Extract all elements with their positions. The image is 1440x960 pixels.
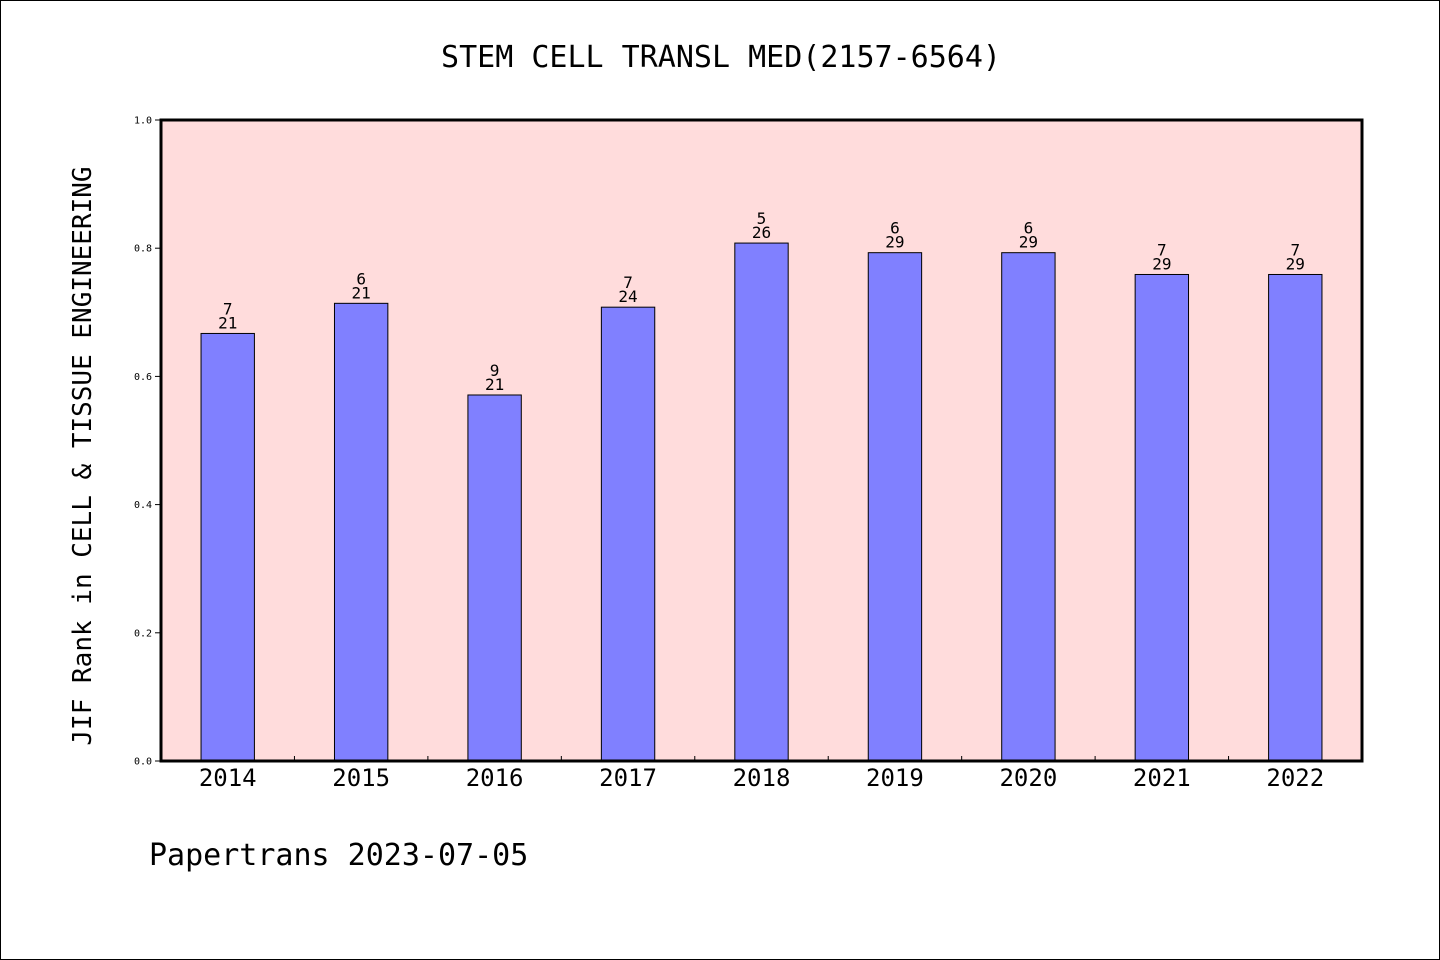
bar-label-total: 26 xyxy=(752,223,771,242)
bar-label-rank: 7 xyxy=(1157,240,1167,259)
bar-label-rank: 7 xyxy=(223,299,233,318)
bar-label-total: 21 xyxy=(218,313,237,332)
y-tick-label: 0.0 xyxy=(134,757,152,768)
bar-label-total: 21 xyxy=(352,283,371,302)
bar-label-total: 29 xyxy=(1286,254,1305,273)
y-tick-label: 0.8 xyxy=(134,244,152,255)
bar xyxy=(1268,273,1323,762)
footer-watermark: Papertrans 2023-07-05 xyxy=(149,838,528,873)
y-axis-title: JIF Rank in CELL & TISSUE ENGINEERING xyxy=(68,166,98,745)
x-axis-labels: 2014 2015 2016 2017 2018 2019 2020 2021 2022 xyxy=(199,764,1324,792)
bar-label-total: 29 xyxy=(885,233,904,252)
plot-border xyxy=(159,118,1364,763)
bar xyxy=(734,242,789,762)
bar-label-rank: 5 xyxy=(757,209,767,228)
y-tick-label: 0.6 xyxy=(134,372,152,383)
bars xyxy=(200,242,1323,762)
bar-label-rank: 6 xyxy=(890,219,900,238)
x-tick-label: 2021 xyxy=(1133,764,1191,792)
bar-label-rank: 7 xyxy=(1290,240,1300,259)
x-tick-label: 2022 xyxy=(1266,764,1324,792)
x-tick-label: 2017 xyxy=(599,764,657,792)
chart-title: STEM CELL TRANSL MED(2157-6564) xyxy=(441,40,1001,75)
bar xyxy=(1001,252,1056,762)
bar-label-rank: 7 xyxy=(623,273,633,292)
x-tick-label: 2018 xyxy=(733,764,791,792)
x-tick-label: 2014 xyxy=(199,764,257,792)
bar xyxy=(1134,273,1190,762)
y-tick-label: 1.0 xyxy=(134,116,152,127)
bar-label-total: 29 xyxy=(1019,233,1038,252)
y-axis-ticks: 0.0 0.2 0.4 0.6 0.8 1.0 xyxy=(134,116,161,768)
y-tick-label: 0.2 xyxy=(134,628,152,639)
bar-label-rank: 9 xyxy=(490,361,500,380)
bar xyxy=(467,394,522,762)
bar-label-rank: 6 xyxy=(356,269,366,288)
bar-label-total: 29 xyxy=(1152,254,1171,273)
bar xyxy=(333,302,389,762)
x-tick-label: 2015 xyxy=(332,764,390,792)
bar-label-total: 24 xyxy=(618,287,637,306)
x-tick-label: 2020 xyxy=(999,764,1057,792)
bar xyxy=(867,252,923,762)
bar xyxy=(200,332,255,762)
bar-label-rank: 6 xyxy=(1024,219,1034,238)
bar-label-total: 21 xyxy=(485,375,504,394)
x-tick-label: 2016 xyxy=(466,764,524,792)
y-tick-label: 0.4 xyxy=(134,500,152,511)
bar xyxy=(600,306,656,762)
x-tick-label: 2019 xyxy=(866,764,924,792)
